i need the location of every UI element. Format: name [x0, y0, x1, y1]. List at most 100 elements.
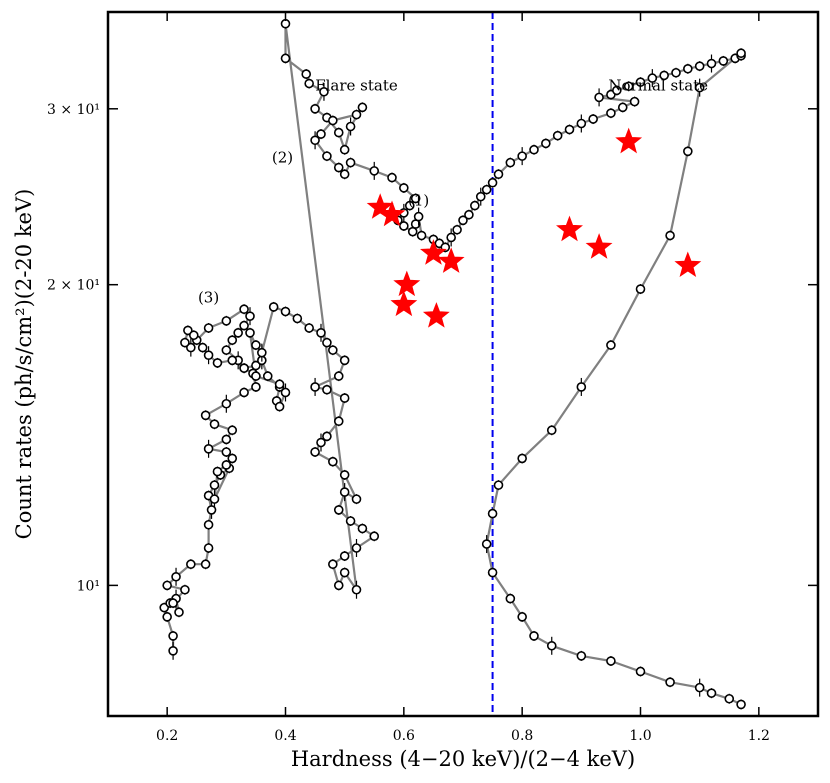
y-axis-title: Count rates (ph/s/cm²)(2-20 keV)	[12, 189, 36, 540]
marker	[517, 151, 527, 161]
data-point	[316, 433, 326, 452]
data-point	[171, 567, 181, 586]
marker	[180, 337, 190, 348]
x-axis-title: Hardness (4−20 keV)/(2−4 keV)	[291, 747, 635, 771]
marker	[239, 363, 249, 373]
data-point	[203, 346, 214, 365]
marker	[251, 360, 261, 371]
star-marker	[556, 215, 583, 242]
marker	[183, 325, 193, 336]
data-point	[339, 393, 350, 404]
marker	[168, 646, 178, 656]
data-point	[168, 630, 178, 641]
data-point	[517, 611, 527, 622]
marker	[481, 539, 492, 549]
data-point	[322, 337, 332, 348]
data-point	[316, 129, 326, 140]
data-point	[671, 67, 681, 78]
star-marker	[420, 239, 447, 265]
marker	[328, 559, 338, 570]
data-point	[203, 519, 214, 530]
data-point	[351, 494, 362, 505]
data-point	[280, 306, 291, 317]
data-point	[212, 357, 223, 368]
data-point	[227, 335, 238, 346]
marker	[339, 169, 350, 180]
data-point	[221, 446, 232, 457]
data-point	[257, 343, 267, 362]
marker	[227, 425, 238, 436]
marker	[339, 393, 350, 403]
star-marker	[674, 251, 702, 278]
marker	[200, 410, 211, 421]
marker	[310, 135, 320, 146]
marker	[665, 677, 675, 687]
marker	[345, 121, 356, 132]
data-point	[203, 322, 214, 333]
data-point	[212, 466, 223, 477]
marker	[212, 358, 223, 368]
marker	[387, 172, 397, 183]
marker	[322, 384, 332, 395]
data-point	[197, 342, 208, 353]
marker	[280, 306, 291, 317]
data-point	[310, 377, 320, 396]
data-point	[180, 337, 190, 348]
marker	[162, 612, 172, 622]
marker	[262, 371, 273, 381]
data-point	[588, 114, 598, 125]
data-point	[487, 177, 498, 188]
marker	[268, 302, 279, 312]
data-point	[221, 459, 232, 470]
marker	[221, 345, 232, 355]
marker	[706, 58, 717, 69]
data-point	[665, 230, 675, 241]
data-point	[470, 200, 480, 211]
marker	[647, 73, 658, 83]
data-point	[162, 580, 172, 591]
data-point	[736, 48, 746, 59]
data-point	[529, 630, 539, 641]
data-point	[606, 108, 616, 119]
marker	[357, 523, 368, 534]
marker	[493, 169, 504, 180]
marker	[351, 109, 362, 120]
star-marker	[378, 200, 406, 227]
marker	[221, 460, 232, 470]
data-point	[694, 61, 705, 72]
data-point	[475, 187, 486, 206]
data-point	[310, 103, 320, 114]
marker	[452, 224, 462, 235]
data-point	[319, 82, 329, 101]
data-point	[724, 693, 735, 704]
data-point	[162, 611, 172, 622]
data-point	[606, 340, 616, 351]
marker	[328, 345, 338, 355]
y-tick-label: 3 × 10¹	[47, 102, 100, 118]
data-point	[594, 88, 604, 107]
marker	[612, 85, 622, 96]
marker	[333, 127, 344, 138]
data-point	[351, 109, 362, 120]
data-point	[505, 157, 516, 168]
marker	[203, 350, 214, 360]
data-point	[387, 172, 397, 183]
x-tick-label: 0.2	[156, 728, 178, 744]
data-point	[351, 538, 362, 557]
data-point	[280, 383, 291, 402]
data-point	[227, 425, 238, 436]
star-marker	[615, 127, 643, 154]
marker	[635, 666, 646, 677]
data-point	[251, 360, 261, 371]
marker	[564, 124, 575, 135]
data-point	[322, 151, 332, 162]
star-marker	[393, 270, 421, 297]
x-tick-label: 0.6	[393, 728, 415, 744]
data-point	[339, 567, 350, 578]
marker	[304, 78, 314, 89]
marker	[588, 114, 598, 124]
marker	[203, 543, 214, 553]
marker	[251, 382, 261, 392]
marker	[316, 328, 326, 338]
marker	[413, 211, 424, 222]
